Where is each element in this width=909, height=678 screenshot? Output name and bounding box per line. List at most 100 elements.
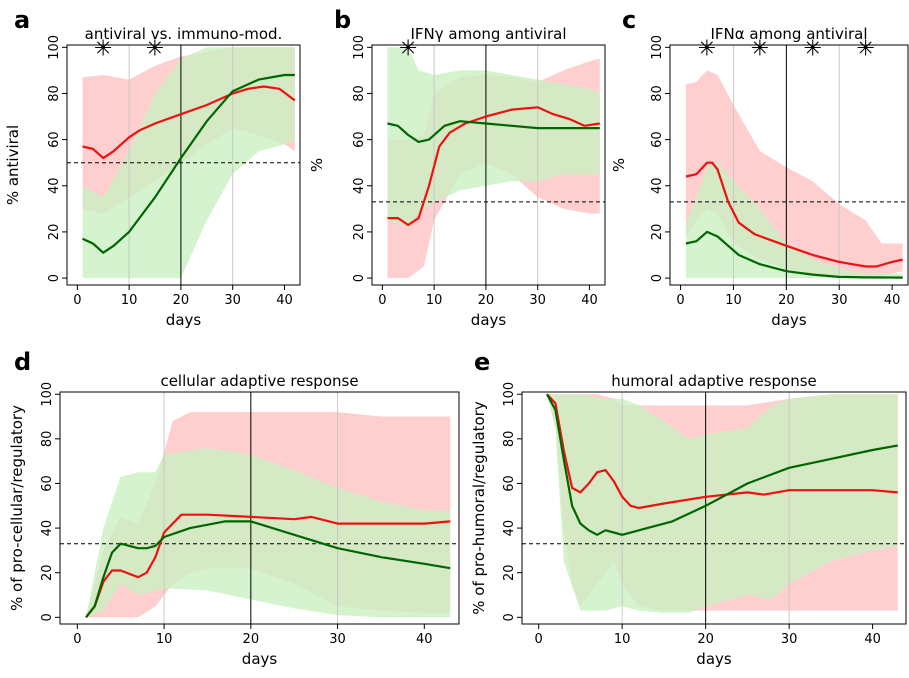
x-tick-label: 0: [676, 293, 684, 308]
chart-title: cellular adaptive response: [160, 372, 358, 390]
panel-letter: d: [14, 348, 31, 376]
plot-frame: [669, 44, 909, 286]
series-line-1: [685, 161, 903, 268]
plot-area: [67, 45, 300, 285]
plot-frame: [66, 44, 301, 286]
x-tick-label: 20: [243, 632, 260, 647]
y-tick-label: 60: [40, 475, 55, 492]
series-line-2: [387, 120, 600, 143]
panel-letter: e: [474, 348, 490, 376]
x-tick-label: 40: [864, 632, 881, 647]
y-tick-label: 80: [650, 85, 665, 102]
y-tick-label: 0: [40, 613, 55, 621]
panel-e: 0 10 20 30 40 0 20 40 60 80 100 humoral adaptive re…: [470, 348, 907, 668]
x-axis-label: days: [771, 311, 807, 329]
y-tick-label: 20: [40, 564, 55, 581]
significance-star: ✳: [94, 36, 112, 61]
y-tick-label: 80: [352, 85, 367, 102]
chart-title: IFNα among antiviral: [710, 25, 867, 43]
x-tick-label: 40: [416, 632, 433, 647]
y-tick-label: 20: [352, 224, 367, 241]
y-tick-label: 60: [352, 131, 367, 148]
series-line-1: [82, 85, 296, 160]
panel-c: ✳ ✳ ✳ ✳ 0 10 20 30 40 0 20 40 60 80 100 IFNα among anti…: [610, 6, 909, 329]
x-tick-label: 10: [121, 293, 138, 308]
x-tick-label: 30: [224, 293, 241, 308]
plot-frame: [371, 44, 606, 286]
y-tick-label: 20: [650, 224, 665, 241]
y-tick-label: 40: [40, 520, 55, 537]
y-tick-label: 80: [47, 85, 62, 102]
y-axis-label: %: [308, 158, 326, 172]
series-line-1: [85, 513, 451, 618]
y-tick-label: 100: [40, 382, 55, 407]
y-tick-label: 100: [47, 35, 62, 60]
x-axis-label: days: [242, 650, 278, 668]
y-tick-label: 100: [352, 35, 367, 60]
x-tick-label: 20: [697, 632, 714, 647]
plot-area: [60, 392, 459, 624]
plot-area: [372, 45, 605, 285]
x-tick-label: 40: [276, 293, 293, 308]
y-axis-label: % antiviral: [4, 125, 22, 205]
chart-title: antiviral vs. immuno-mod.: [85, 25, 283, 43]
y-tick-label: 100: [502, 382, 517, 407]
series-line-2: [685, 230, 903, 279]
x-axis-label: days: [166, 311, 202, 329]
x-tick-label: 20: [478, 293, 495, 308]
series-line-2: [82, 73, 295, 254]
y-tick-label: 80: [502, 431, 517, 448]
x-tick-label: 10: [426, 293, 443, 308]
plot-frame: [59, 391, 460, 625]
y-tick-label: 0: [352, 274, 367, 282]
confidence-band-2: [387, 47, 600, 228]
significance-star: ✳: [751, 36, 769, 61]
series-line-2: [85, 520, 451, 618]
x-tick-label: 30: [831, 293, 848, 308]
series-line-1: [387, 106, 600, 227]
significance-star: ✳: [698, 36, 716, 61]
x-tick-label: 0: [535, 632, 543, 647]
panel-letter: c: [622, 6, 636, 34]
chart-title: humoral adaptive response: [611, 372, 817, 390]
significance-star: ✳: [146, 36, 164, 61]
chart-title: IFNγ among antiviral: [410, 25, 566, 43]
y-tick-label: 40: [502, 520, 517, 537]
x-tick-label: 30: [329, 632, 346, 647]
x-tick-label: 10: [725, 293, 742, 308]
y-tick-label: 0: [47, 274, 62, 282]
confidence-band-2: [685, 162, 903, 279]
x-tick-label: 20: [778, 293, 795, 308]
x-tick-label: 0: [73, 293, 81, 308]
x-axis-label: days: [471, 311, 507, 329]
y-tick-label: 0: [650, 274, 665, 282]
series-line-2: [546, 393, 898, 536]
x-tick-label: 30: [529, 293, 546, 308]
x-axis-label: days: [696, 650, 732, 668]
y-tick-label: 20: [47, 224, 62, 241]
x-tick-label: 40: [884, 293, 901, 308]
panel-letter: a: [14, 6, 30, 34]
y-tick-label: 60: [47, 131, 62, 148]
y-tick-label: 40: [650, 177, 665, 194]
x-tick-label: 0: [73, 632, 81, 647]
y-axis-label: % of pro-cellular/regulatory: [8, 405, 26, 611]
x-tick-label: 0: [378, 293, 386, 308]
plot-area: [522, 392, 906, 624]
y-tick-label: 100: [650, 35, 665, 60]
x-tick-label: 40: [581, 293, 598, 308]
y-axis-label: %: [610, 158, 628, 172]
panel-a: ✳ ✳ 0 10 20 30 40 0 20 40 60 80 100 antiviral vs. imm…: [4, 6, 301, 329]
x-tick-label: 10: [156, 632, 173, 647]
significance-star: ✳: [399, 36, 417, 61]
y-tick-label: 60: [650, 131, 665, 148]
y-tick-label: 40: [47, 177, 62, 194]
significance-star: ✳: [856, 36, 874, 61]
plot-area: [670, 45, 908, 285]
y-axis-label: % of pro-humoral/regulatory: [470, 401, 488, 615]
panel-d: 0 10 20 30 40 0 20 40 60 80 100 cellular adaptive r…: [8, 348, 460, 668]
confidence-band-2: [547, 394, 898, 613]
series-line-1: [546, 393, 898, 510]
panel-b: ✳ 0 10 20 30 40 0 20 40 60 80 100 IFNγ among antivir…: [308, 6, 606, 329]
